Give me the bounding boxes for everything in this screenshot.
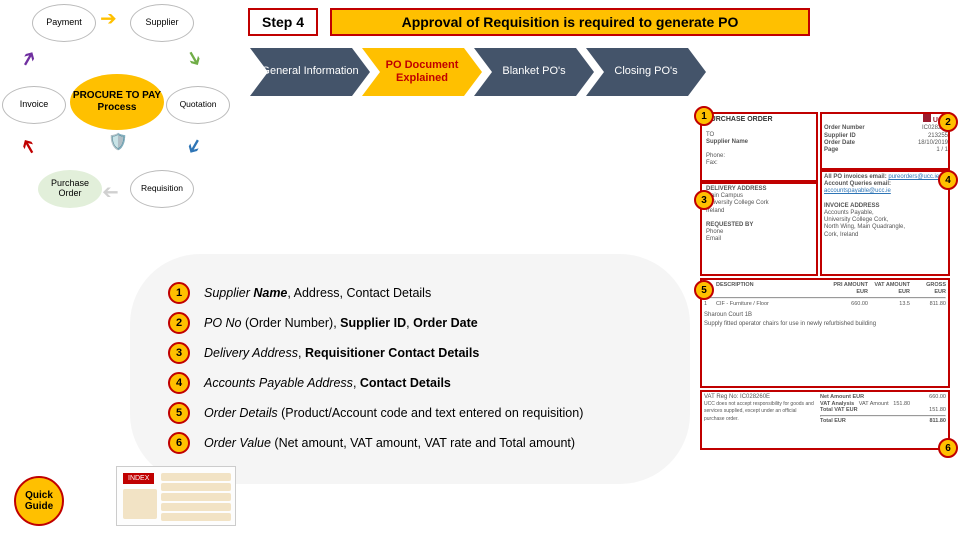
- val: 151.80: [929, 407, 946, 414]
- tab-general-info[interactable]: General Information: [250, 48, 370, 96]
- td: CIF - Furniture / Floor: [716, 301, 826, 308]
- tab-po-explained[interactable]: PO Document Explained: [362, 48, 482, 96]
- val: Main Campus University College Cork Irel…: [706, 193, 769, 213]
- arrow-icon: ➔: [179, 45, 209, 72]
- lbl: Account Queries email:: [824, 181, 891, 187]
- legend-text: Delivery Address, Requisitioner Contact …: [204, 346, 479, 360]
- legend-row: 6 Order Value (Net amount, VAT amount, VA…: [168, 432, 652, 454]
- doc-marker-1: 1: [694, 106, 714, 126]
- td: 13.5: [872, 301, 910, 308]
- lbl: Total VAT EUR: [820, 407, 858, 414]
- legend-row: 1 Supplier Name, Address, Contact Details: [168, 282, 652, 304]
- th: GROSS EUR: [914, 282, 946, 295]
- val: 151.80: [893, 401, 910, 407]
- lbl: Page: [824, 147, 838, 154]
- td: Sharoun Court 1B: [704, 312, 946, 319]
- cycle-center: PROCURE TO PAY Process: [70, 74, 164, 130]
- tab-blanket-po[interactable]: Blanket PO's: [474, 48, 594, 96]
- val: 811.80: [929, 418, 946, 425]
- td: 811.80: [914, 301, 946, 308]
- val: 18/10/2019: [918, 140, 948, 147]
- tab-closing-po[interactable]: Closing PO's: [586, 48, 706, 96]
- doc-marker-2: 2: [938, 112, 958, 132]
- cycle-node-invoice: Invoice: [2, 86, 66, 124]
- legend-text: Order Value (Net amount, VAT amount, VAT…: [204, 436, 575, 450]
- val: 660.00: [929, 394, 946, 401]
- lbl: All PO invoices email:: [824, 174, 887, 180]
- legend-num: 6: [168, 432, 190, 454]
- po-title: PURCHASE ORDER: [706, 116, 773, 123]
- legend-row: 3 Delivery Address, Requisitioner Contact…: [168, 342, 652, 364]
- legend-text: PO No (Order Number), Supplier ID, Order…: [204, 316, 478, 330]
- lbl: VAT Analysis: [820, 401, 854, 407]
- legend-num: 3: [168, 342, 190, 364]
- step-badge: Step 4: [248, 8, 318, 36]
- arrow-icon: ➔: [13, 133, 43, 160]
- val: Accounts Payable, University College Cor…: [824, 210, 905, 238]
- doc-marker-5: 5: [694, 280, 714, 300]
- td: Supply fitted operator chairs for use in…: [704, 321, 946, 328]
- cycle-node-payment: Payment: [32, 4, 96, 42]
- quick-guide-button[interactable]: Quick Guide: [14, 476, 64, 526]
- crest-icon: 🛡️: [108, 132, 128, 152]
- th: PRI AMOUNT EUR: [830, 282, 868, 295]
- legend-num: 5: [168, 402, 190, 424]
- lbl: VAT Reg No:: [704, 394, 738, 400]
- lbl: INVOICE ADDRESS: [824, 203, 879, 209]
- val: IC028260E: [740, 394, 770, 400]
- lbl: Total EUR: [820, 418, 846, 425]
- legend-text: Order Details (Product/Account code and …: [204, 406, 583, 420]
- lbl: Supplier ID: [824, 133, 856, 140]
- doc-marker-4: 4: [938, 170, 958, 190]
- po-document-preview: 1 2 3 4 5 6 PURCHASE ORDER TO Supplier N…: [700, 112, 952, 452]
- lbl: Net Amount EUR: [820, 394, 864, 401]
- cycle-node-supplier: Supplier: [130, 4, 194, 42]
- arrow-icon: ➔: [102, 180, 119, 205]
- cycle-node-quotation: Quotation: [166, 86, 230, 124]
- po-phone: Phone:: [706, 153, 725, 159]
- val: 1 / 1: [936, 147, 948, 154]
- po-fax: Fax:: [706, 160, 718, 166]
- legend-num: 4: [168, 372, 190, 394]
- td: 1: [704, 301, 712, 308]
- val: 213255: [928, 133, 948, 140]
- legend-row: 4 Accounts Payable Address, Contact Detai…: [168, 372, 652, 394]
- legend-text: Accounts Payable Address, Contact Detail…: [204, 376, 451, 390]
- lbl: Order Date: [824, 140, 855, 147]
- td: 660.00: [830, 301, 868, 308]
- po-supplier-name: Supplier Name: [706, 139, 748, 145]
- th: VAT AMOUNT EUR: [872, 282, 910, 295]
- index-badge: INDEX: [123, 473, 154, 484]
- title-banner: Approval of Requisition is required to g…: [330, 8, 810, 36]
- arrow-icon: ➔: [179, 133, 209, 160]
- th: DESCRIPTION: [716, 282, 826, 295]
- legend-row: 5 Order Details (Product/Account code and…: [168, 402, 652, 424]
- legend-num: 2: [168, 312, 190, 334]
- arrow-icon: ➔: [100, 6, 117, 31]
- po-to-label: TO: [706, 132, 714, 138]
- index-thumbnail[interactable]: INDEX: [116, 466, 236, 526]
- txt: UCC does not accept responsibility for g…: [704, 401, 814, 421]
- lbl: Order Number: [824, 125, 865, 132]
- cycle-node-req: Requisition: [130, 170, 194, 208]
- lbl: REQUESTED BY: [706, 222, 753, 228]
- lbl: DELIVERY ADDRESS: [706, 186, 766, 192]
- doc-marker-6: 6: [938, 438, 958, 458]
- procure-to-pay-cycle: PROCURE TO PAY Process Payment Supplier …: [2, 2, 232, 232]
- legend-row: 2 PO No (Order Number), Supplier ID, Orde…: [168, 312, 652, 334]
- arrow-icon: ➔: [13, 45, 43, 72]
- brand-logo: UCC: [824, 114, 948, 125]
- legend-panel: 1 Supplier Name, Address, Contact Details…: [130, 254, 690, 484]
- doc-marker-3: 3: [694, 190, 714, 210]
- legend-text: Supplier Name, Address, Contact Details: [204, 286, 431, 300]
- cycle-node-po: Purchase Order: [38, 170, 102, 208]
- legend-num: 1: [168, 282, 190, 304]
